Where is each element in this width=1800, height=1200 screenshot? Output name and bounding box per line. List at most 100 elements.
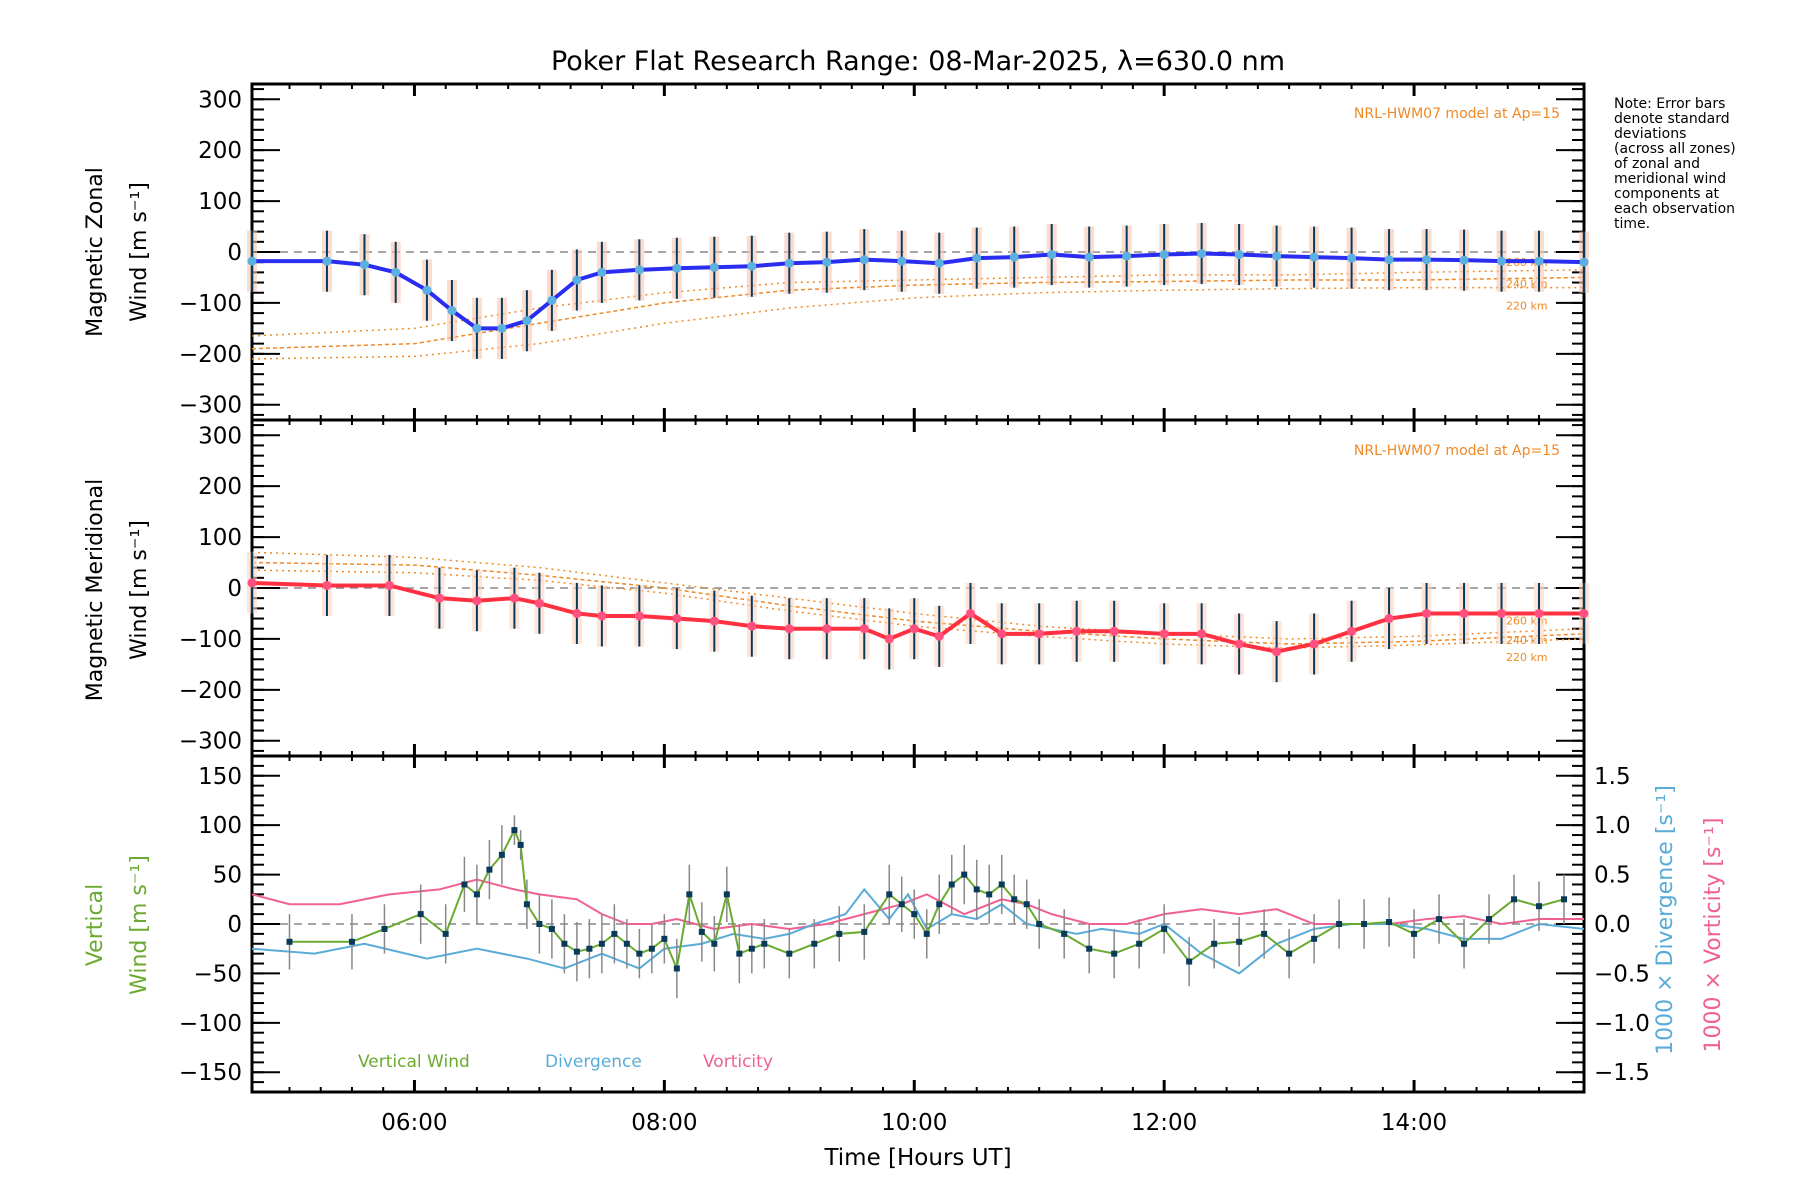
note-line: (across all zones): [1614, 141, 1736, 157]
meridional-wind-point: [597, 611, 607, 621]
legend-vertical-wind: Vertical Wind: [358, 1052, 470, 1072]
vertical-wind-point: [1186, 958, 1193, 965]
vertical-wind-point: [648, 945, 655, 952]
zonal-wind-point: [1159, 250, 1169, 260]
vertical-wind-point: [611, 930, 618, 937]
vertical-ytick-label: 50: [213, 863, 242, 889]
zonal-wind-point: [709, 262, 719, 272]
vertical-wind-point: [548, 925, 555, 932]
vertical-wind-point: [573, 948, 580, 955]
zonal-wind-point: [934, 258, 944, 268]
meridional-ytick-label: 0: [227, 576, 242, 602]
meridional-wind-point: [1272, 647, 1282, 657]
vertical-ytick-label: 100: [198, 813, 242, 839]
right-ytick-label: 0.5: [1594, 863, 1631, 889]
meridional-wind-point: [747, 621, 757, 631]
meridional-ytick-label: 300: [198, 423, 242, 449]
zonal-wind-point: [1497, 256, 1507, 266]
zonal-wind-point: [572, 275, 582, 285]
vertical-wind-point: [1561, 896, 1568, 903]
vertical-wind-point: [1536, 903, 1543, 910]
meridional-wind-point: [1422, 608, 1432, 618]
meridional-wind-point: [1159, 629, 1169, 639]
meridional-wind-point: [1072, 626, 1082, 636]
meridional-wind-point: [1034, 629, 1044, 639]
vertical-wind-point: [1511, 896, 1518, 903]
zonal-ytick-label: 200: [198, 138, 242, 164]
vertical-wind-point: [1111, 950, 1118, 957]
vertical-wind-point: [723, 891, 730, 898]
vertical-wind-point: [811, 940, 818, 947]
zonal-wind-point: [822, 257, 832, 267]
zonal-wind-point: [322, 256, 332, 266]
meridional-wind-point: [909, 624, 919, 634]
meridional-wind-point: [1347, 626, 1357, 636]
note-line: meridional wind: [1614, 171, 1726, 187]
vertical-wind-point: [1361, 921, 1368, 927]
note-line: each observation: [1614, 201, 1735, 217]
zonal-wind-point: [1384, 255, 1394, 265]
vertical-wind-point: [1436, 916, 1443, 923]
vertical-wind-point: [1036, 921, 1043, 927]
x-axis-label: Time [Hours UT]: [823, 1145, 1011, 1171]
zonal-wind-point: [672, 263, 682, 273]
note-line: components at: [1614, 186, 1720, 202]
right-ytick-label: 1.5: [1594, 764, 1631, 790]
zonal-wind-point: [1234, 250, 1244, 260]
zonal-ytick-label: 300: [198, 87, 242, 113]
vertical-wind-point: [923, 930, 930, 937]
zonal-wind-point: [1459, 255, 1469, 265]
right-ytick-label: −0.5: [1594, 961, 1650, 987]
note-line: deviations: [1614, 126, 1686, 142]
meridional-wind-point: [1579, 608, 1589, 618]
vertical-wind-point: [442, 930, 449, 937]
meridional-wind-point: [672, 614, 682, 624]
vertical-wind-point: [1261, 930, 1268, 937]
meridional-wind-point: [859, 624, 869, 634]
zonal-wind-point: [859, 255, 869, 265]
xtick-label: 14:00: [1381, 1110, 1447, 1136]
meridional-ylabel-line1: Magnetic Meridional: [83, 479, 108, 701]
zonal-wind-point: [972, 253, 982, 263]
meridional-ytick-label: −200: [179, 678, 242, 704]
zonal-ylabel-line1: Magnetic Zonal: [83, 167, 108, 337]
zonal-ylabel-line2: Wind [m s⁻¹]: [127, 182, 152, 322]
vertical-wind-point: [761, 940, 768, 947]
vertical-ytick-label: −100: [179, 1011, 242, 1037]
vertical-wind-point: [486, 866, 493, 873]
vertical-wind-point: [1461, 940, 1468, 947]
xtick-label: 10:00: [881, 1110, 947, 1136]
vertical-wind-point: [911, 911, 918, 918]
meridional-wind-point: [822, 624, 832, 634]
vertical-wind-point: [561, 940, 568, 947]
meridional-wind-point: [634, 611, 644, 621]
vertical-frame: [250, 754, 1586, 1094]
zonal-wind-point: [1579, 257, 1589, 267]
vertical-wind-point: [1061, 930, 1068, 937]
zonal-ytick-label: −200: [179, 342, 242, 368]
zonal-wind-point: [747, 261, 757, 271]
legend-divergence: Divergence: [545, 1052, 642, 1072]
vertical-wind-point: [1486, 916, 1493, 923]
divergence-y2label: 1000 × Divergence [s⁻¹]: [1653, 785, 1678, 1055]
right-ytick-label: −1.5: [1594, 1060, 1650, 1086]
vertical-wind-point: [461, 881, 468, 888]
meridional-wind-point: [1384, 614, 1394, 624]
meridional-ytick-label: 100: [198, 525, 242, 551]
meridional-model-curve-260-km: [251, 551, 1585, 640]
vertical-wind-point: [636, 950, 643, 957]
meridional-wind-point: [965, 608, 975, 618]
vertical-wind-point: [623, 940, 630, 947]
xtick-label: 06:00: [381, 1110, 447, 1136]
vertical-wind-point: [598, 940, 605, 947]
vertical-wind-point: [348, 938, 355, 945]
vorticity-y2label: 1000 × Vorticity [s⁻¹]: [1701, 818, 1726, 1053]
vertical-wind-point: [898, 901, 905, 908]
meridional-wind-point: [884, 634, 894, 644]
zonal-wind-point: [391, 267, 401, 277]
meridional-ylabel-line2: Wind [m s⁻¹]: [127, 520, 152, 660]
zonal-wind-point: [1422, 255, 1432, 265]
